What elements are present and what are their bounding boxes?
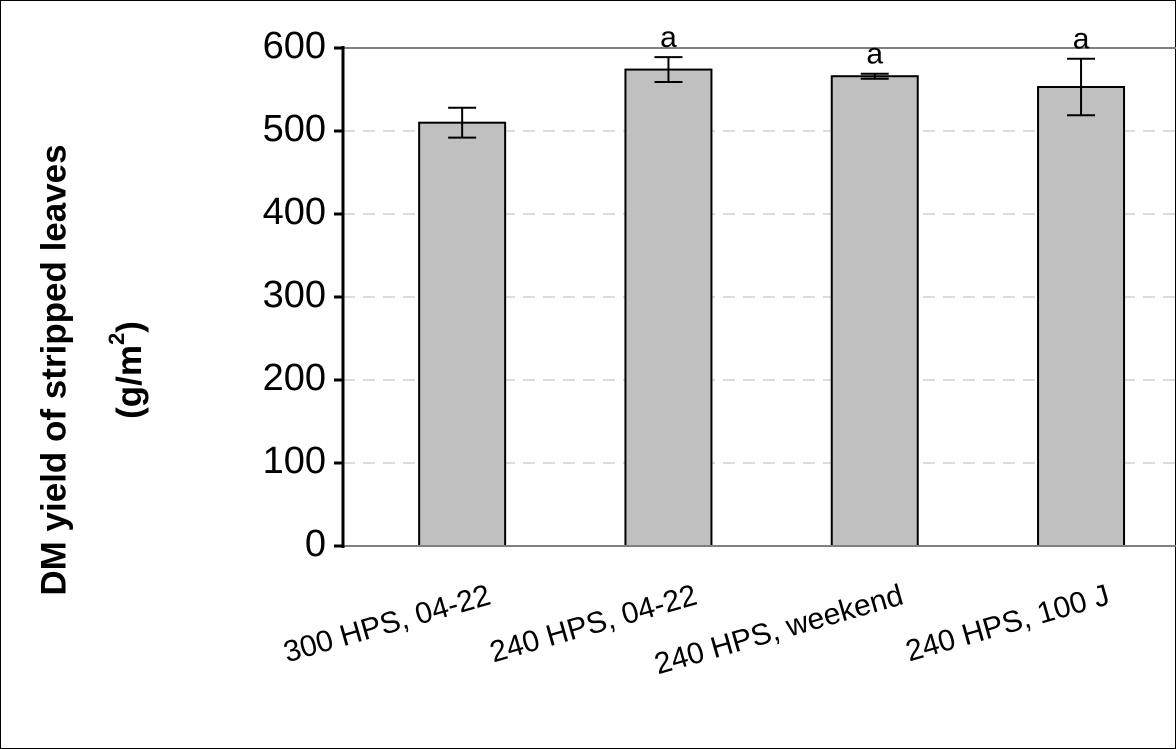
y-tick-label: 500 xyxy=(263,108,326,150)
y-label-unit: (g/m xyxy=(110,345,149,419)
y-tick-label: 300 xyxy=(263,274,326,316)
bar xyxy=(1037,86,1126,547)
error-bar xyxy=(654,56,683,84)
error-bar xyxy=(1067,57,1096,117)
y-axis-title: DM yield of stripped leaves (g/m2) xyxy=(34,144,149,595)
error-bar xyxy=(448,106,477,139)
bar xyxy=(830,75,919,547)
y-tick-label: 100 xyxy=(263,440,326,482)
annotation: a xyxy=(866,38,883,71)
bar xyxy=(418,121,507,547)
error-bar xyxy=(860,72,889,80)
y-label-line2: (g/m2) xyxy=(104,321,149,419)
bar xyxy=(624,68,713,548)
y-tick-label: 600 xyxy=(263,25,326,67)
y-tick-label: 200 xyxy=(263,357,326,399)
y-label-sup: 2 xyxy=(104,333,129,345)
y-label-close: ) xyxy=(110,321,149,333)
y-tick-label: 0 xyxy=(305,523,326,565)
y-tick-label: 400 xyxy=(263,191,326,233)
annotation: a xyxy=(1073,23,1090,56)
annotation: a xyxy=(660,21,677,54)
y-label-line1: DM yield of stripped leaves xyxy=(34,144,73,595)
